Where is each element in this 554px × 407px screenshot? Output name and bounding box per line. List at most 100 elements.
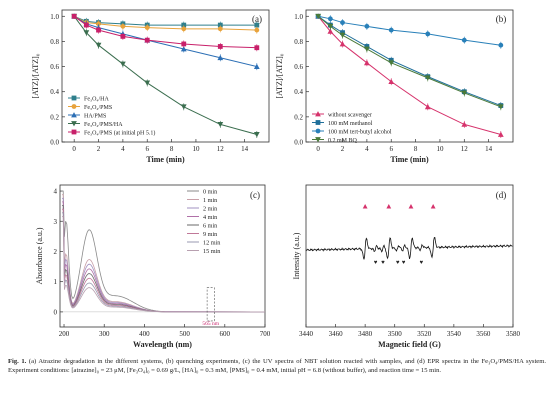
legend-label: Fe₃O₄/PMS (at initial pH 5.1) [84, 129, 155, 136]
data-point [217, 54, 224, 61]
x-tick-label: 8 [414, 145, 418, 153]
spectrum-line [62, 201, 266, 313]
y-tick-label: 1.0 [50, 13, 59, 21]
peak-marker-heart: ♥ [402, 260, 406, 266]
data-point [181, 26, 187, 32]
legend-marker [71, 121, 77, 127]
caption-label: Fig. 1. [8, 358, 27, 365]
x-tick-label: 3480 [358, 330, 373, 338]
caption-text: (a) Atrazine degradation in the differen… [8, 358, 546, 375]
peak-marker-triangle [430, 204, 436, 209]
y-tick-label: 1.0 [294, 13, 303, 21]
y-tick-label: 2 [54, 248, 58, 256]
legend-marker [315, 128, 321, 134]
panel-label: (d) [496, 190, 507, 200]
legend-label: HA/PMS [84, 113, 106, 119]
data-point [83, 30, 90, 36]
y-tick-label: 0.6 [294, 63, 303, 71]
panel-a-chart: 0 2 4 6 8 10 12 14 0.0 0.2 0.4 0.6 0.8 1.0 Time (min) [… [31, 9, 270, 164]
data-point [327, 28, 334, 34]
x-axis-label: Wavelength (nm) [133, 340, 192, 349]
legend-label: 9 min [203, 231, 217, 238]
x-tick-label: 3500 [388, 330, 403, 338]
x-axis-label: Magnetic field (G) [378, 340, 441, 349]
spectrum-line [62, 197, 266, 313]
data-point [83, 22, 89, 28]
x-tick-label: 2 [341, 145, 345, 153]
data-point [461, 121, 468, 127]
data-point [388, 78, 395, 85]
data-point [425, 31, 431, 37]
y-tick-label: 0.2 [50, 113, 59, 121]
peak-marker-heart: ♥ [381, 260, 385, 266]
y-axis-label: [ATZ]/[ATZ]₀ [275, 53, 284, 98]
figure-caption: Fig. 1. (a) Atrazine degradation in the … [8, 357, 546, 376]
x-tick-label: 700 [260, 330, 271, 338]
peak-marker-heart: ♥ [396, 260, 400, 266]
annotation-label: 565 nm [202, 321, 219, 327]
legend-marker [315, 137, 321, 143]
series-line [317, 15, 502, 108]
data-point [180, 104, 187, 110]
peak-marker-triangle [386, 204, 392, 209]
data-point [253, 132, 260, 138]
data-point [327, 16, 333, 22]
data-point [424, 75, 431, 81]
data-point [144, 37, 150, 43]
data-point [497, 131, 504, 137]
data-point [461, 90, 468, 96]
data-point [315, 13, 322, 20]
legend-label: 0 min [203, 188, 217, 195]
panel-d-chart: 3440 3460 3480 3500 3520 3540 3560 3580 Magnetic… [292, 184, 521, 349]
x-tick-label: 500 [179, 330, 190, 338]
legend-marker [315, 120, 321, 125]
x-tick-label: 600 [220, 330, 231, 338]
y-tick-label: 0.0 [294, 139, 303, 147]
legend-label: 0.2 mM BQ [328, 138, 358, 144]
legend-label: 15 min [203, 248, 220, 255]
epr-spectrum [305, 237, 513, 260]
peak-marker-heart: ♥ [374, 260, 378, 266]
data-point [254, 27, 260, 33]
x-tick-label: 2 [97, 145, 101, 153]
legend-marker [71, 104, 77, 109]
peak-marker-heart: ♥ [420, 260, 424, 266]
data-point [181, 22, 187, 28]
y-axis-label: Absorbance (a.u.) [35, 227, 44, 284]
legend-marker [71, 129, 77, 135]
spectrum-line [62, 190, 266, 313]
data-point [217, 26, 223, 32]
data-point [144, 25, 150, 30]
plot-frame [59, 184, 266, 328]
x-tick-label: 3460 [329, 330, 344, 338]
series-line [318, 15, 501, 46]
spectrum-line [62, 194, 266, 313]
data-point [217, 44, 223, 49]
data-point [180, 46, 187, 52]
panel-label: (c) [250, 190, 260, 200]
x-tick-label: 3540 [447, 330, 462, 338]
x-tick-label: 14 [241, 145, 249, 153]
legend-label: Fe₃O₄/PMS/HA [84, 122, 123, 128]
legend-label: 1 min [203, 197, 217, 204]
x-tick-label: 4 [365, 145, 369, 153]
legend-marker [315, 111, 321, 117]
x-tick-label: 3580 [506, 330, 521, 338]
data-point [120, 34, 126, 39]
series-line [73, 15, 257, 135]
panel-b-chart: 0 2 4 6 8 10 12 14 0.0 0.2 0.4 0.6 0.8 1.0 Time (min) [… [275, 9, 514, 164]
x-tick-label: 300 [99, 330, 110, 338]
legend-label: 100 mM tert-butyl alcohol [328, 129, 392, 135]
data-point [254, 45, 260, 51]
data-point [217, 22, 223, 28]
x-axis-label: Time (min) [146, 155, 185, 164]
y-tick-label: 0.4 [294, 88, 303, 96]
x-tick-label: 6 [145, 145, 149, 153]
legend-label: Fe₃O₄/HA [84, 96, 110, 102]
spectrum-line [62, 216, 266, 313]
spectrum-line [62, 208, 266, 313]
data-point [498, 42, 504, 48]
legend-label: 100 mM methanol [328, 121, 373, 127]
legend-label: 2 min [203, 205, 217, 212]
data-point [120, 61, 126, 67]
